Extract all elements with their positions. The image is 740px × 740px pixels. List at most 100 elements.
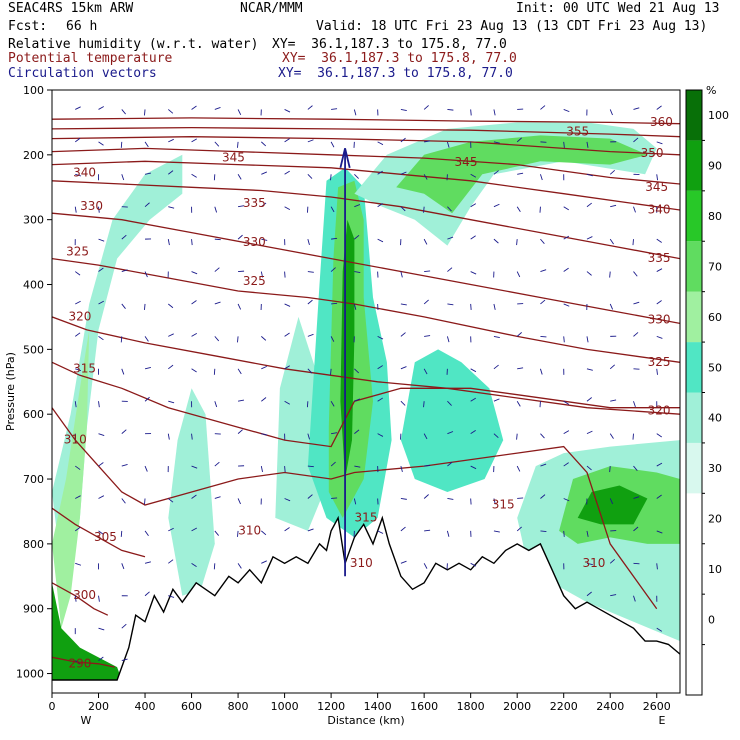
circulation-vector [168,138,174,143]
header-valid: Valid: 18 UTC Fri 23 Aug 13 (13 CDT Fri … [316,19,708,34]
x-axis-label: Distance (km) [327,714,404,727]
circulation-vector [191,173,197,178]
circulation-vector [423,433,428,440]
isentrope-300 [52,582,109,616]
colorbar-tick-label: 20 [708,513,722,526]
circulation-vector [609,109,613,116]
circulation-vector [261,171,268,175]
circulation-vector [424,270,431,272]
circulation-vector [563,530,565,537]
circulation-vector [74,595,77,602]
circulation-vector [656,238,662,243]
circulation-vector [540,368,543,375]
isentrope-label: 290 [68,656,91,670]
circulation-vector [98,141,104,146]
circulation-vector [493,498,496,505]
circulation-vector [261,560,267,564]
circulation-vector [214,107,221,110]
circulation-vector [470,465,477,470]
circulation-vector [74,271,81,276]
circulation-vector [609,271,611,278]
circulation-vector [354,234,360,240]
circulation-vector [586,271,592,276]
circulation-vector [98,433,105,436]
circulation-vector [121,368,125,375]
circulation-vector [656,433,662,438]
circulation-vector [424,140,431,143]
circulation-vector [98,206,100,213]
circulation-vector [470,271,477,275]
circulation-vector [563,430,570,435]
circulation-vector [656,627,663,632]
circulation-vector [98,336,104,341]
circulation-vector [75,106,81,110]
circulation-vector [633,332,639,337]
circulation-vector [540,174,543,181]
circulation-vector [214,238,221,241]
circulation-vector [144,396,150,402]
circulation-vector [400,498,407,500]
circulation-vector [586,202,592,208]
circulation-vector [284,303,291,307]
circulation-vector [540,105,546,110]
circulation-vector [516,332,522,337]
circulation-vector [656,300,662,305]
colorbar-tick-label: 50 [708,361,722,374]
circulation-vector [470,173,477,178]
circulation-vector [74,465,81,470]
circulation-vector [516,465,521,472]
circulation-vector [144,591,150,597]
circulation-vector [470,562,477,567]
circulation-vector [330,368,332,375]
circulation-vector [144,465,148,472]
circulation-vector [237,368,242,375]
circulation-vector [563,109,570,113]
circulation-vector [447,303,454,306]
circulation-vector [377,141,384,146]
endpoint-label-west: W [81,714,92,727]
circulation-vector [98,401,100,408]
header-org: NCAR/MMM [240,1,303,16]
circulation-vector [214,267,220,272]
isentrope-label: 325 [648,355,671,369]
circulation-vector [540,433,545,439]
isentrope-label: 310 [350,556,373,570]
circulation-vector [330,267,336,272]
header-init: Init: 00 UTC Wed 21 Aug 13 [516,1,720,16]
circulation-vector [330,336,335,342]
circulation-vector [540,494,546,499]
circulation-vector [237,498,241,505]
circulation-vector [120,530,123,537]
isentrope-310 [52,407,658,610]
circulation-vector [261,336,267,341]
circulation-vector [353,109,357,116]
circulation-vector [237,399,245,402]
circulation-vector [330,461,336,467]
circulation-vector [307,494,313,499]
circulation-vector [656,563,658,570]
circulation-vector [586,368,593,371]
circulation-vector [586,397,592,402]
circulation-vector [214,301,221,305]
isentrope-label: 305 [94,530,117,544]
circulation-vector [167,239,170,246]
circulation-vector [331,497,338,499]
circulation-vector [121,623,127,629]
isentrope-350 [52,136,680,156]
circulation-vector [168,364,174,370]
circulation-vector [586,465,592,471]
colorbar-cell [686,594,702,645]
x-tick-label: 0 [49,700,56,713]
isentrope-305 [52,507,146,558]
circulation-vector [144,561,151,564]
circulation-vector [168,400,175,404]
circulation-vector [446,530,450,537]
circulation-vector [353,303,357,310]
circulation-vector [400,137,406,143]
circulation-vector [237,141,239,148]
isentrope-label: 315 [355,510,378,524]
circulation-vector [75,495,81,499]
x-tick-label: 1400 [364,700,392,713]
circulation-vector [121,269,128,272]
circulation-vector [284,170,290,175]
